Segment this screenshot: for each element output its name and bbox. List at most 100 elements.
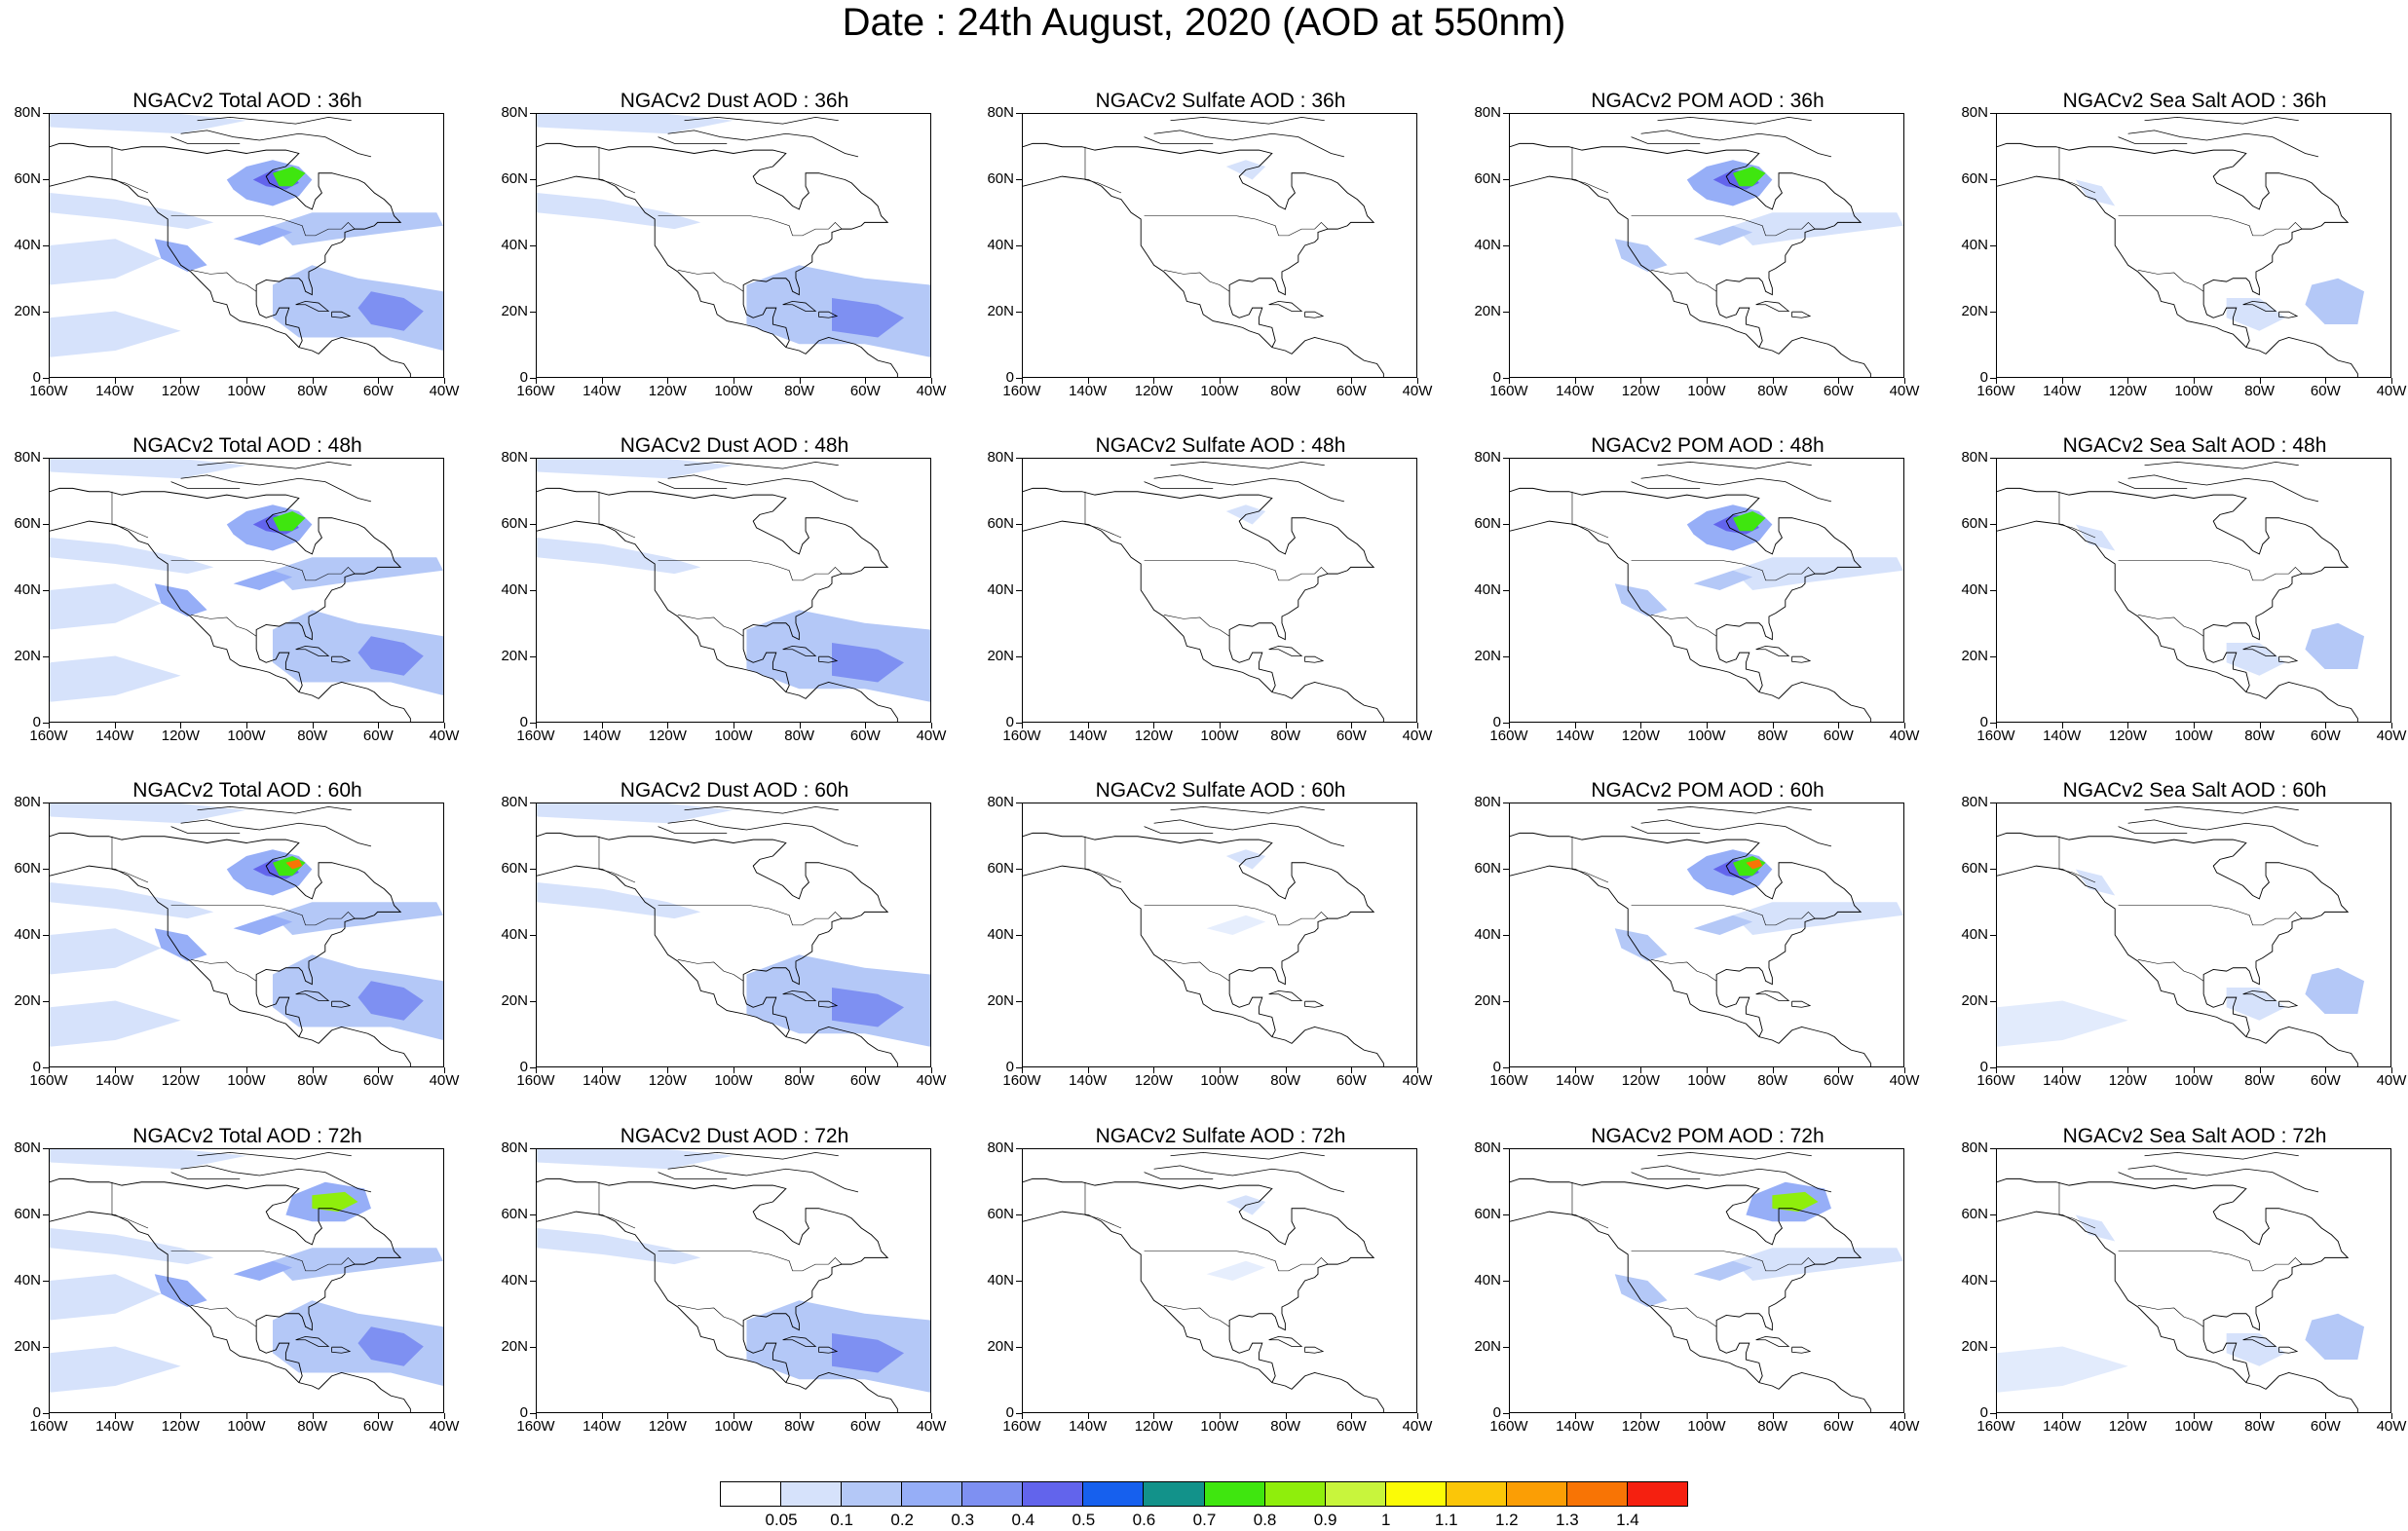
lon-tick-label: 80W	[1270, 1418, 1301, 1435]
lat-tick-label: 80N	[14, 104, 41, 121]
lon-tick-mark	[1351, 1413, 1353, 1419]
map-frame	[1509, 803, 1904, 1067]
lon-tick-label: 80W	[2244, 1072, 2276, 1089]
lat-tick-label: 20N	[501, 1338, 528, 1355]
lon-tick-label: 120W	[2108, 383, 2147, 399]
island-cuba	[782, 300, 817, 312]
border-us-canada	[1631, 905, 1816, 926]
lon-tick-label: 120W	[161, 728, 200, 744]
arctic-coast	[1640, 819, 1832, 847]
coastline	[1997, 175, 2358, 377]
arctic-coast	[658, 481, 728, 489]
lon-tick-mark	[1707, 1067, 1708, 1073]
aod-plume-westCoast	[154, 928, 207, 961]
island-hispaniola	[818, 1000, 839, 1008]
lat-tick-label: 0	[32, 369, 41, 386]
map-frame	[1022, 803, 1417, 1067]
lat-tick-mark	[1503, 1067, 1509, 1068]
lon-tick-label: 80W	[1757, 1418, 1788, 1435]
panel-title: NGACv2 Dust AOD : 60h	[620, 779, 849, 802]
border-us-mexico	[1650, 959, 1717, 982]
coastline-east	[1997, 142, 2350, 348]
lat-tick-mark	[1016, 1347, 1022, 1348]
lon-tick-label: 40W	[1402, 383, 1433, 399]
lat-tick-mark	[1990, 312, 1996, 313]
lon-tick-label: 60W	[849, 1072, 881, 1089]
lon-tick-label: 60W	[362, 383, 394, 399]
lon-tick-mark	[1772, 1413, 1774, 1419]
lon-tick-label: 100W	[2174, 1418, 2213, 1435]
coastline	[1997, 520, 2358, 722]
lon-tick-mark	[114, 723, 116, 728]
lat-tick-mark	[530, 458, 536, 459]
lon-tick-label: 140W	[95, 1418, 134, 1435]
colorbar-label: 0.2	[890, 1511, 914, 1529]
map-panel-dust-72h: NGACv2 Dust AOD : 72h 80N 60N 40N 20N 0 160W 14…	[489, 1125, 976, 1469]
lat-tick-mark	[43, 1148, 49, 1149]
lat-tick-label: 40N	[1961, 581, 1988, 598]
lat-tick-label: 20N	[14, 992, 41, 1009]
colorbar-label: 0.9	[1313, 1511, 1337, 1529]
arctic-coast	[180, 819, 372, 847]
lat-tick-mark	[43, 312, 49, 313]
lon-tick-mark	[1220, 1413, 1221, 1419]
lat-tick-label: 40N	[1474, 926, 1501, 943]
lat-tick-label: 0	[519, 714, 528, 730]
lat-tick-label: 0	[1005, 714, 1014, 730]
island-hispaniola	[1304, 311, 1325, 318]
lon-tick-mark	[1417, 1067, 1418, 1073]
aod-plume-pacScatter	[50, 239, 162, 285]
lon-tick-label: 60W	[849, 383, 881, 399]
lon-tick-mark	[1509, 1067, 1510, 1073]
island-hispaniola	[2278, 655, 2299, 663]
map-canvas	[537, 459, 930, 722]
map-panel-sulfate-60h: NGACv2 Sulfate AOD : 60h 80N 60N 40N 20N 0 160…	[975, 779, 1462, 1123]
lon-tick-mark	[312, 378, 314, 384]
colorbar-swatch	[961, 1481, 1024, 1507]
lat-tick-mark	[1503, 590, 1509, 591]
lon-tick-label: 140W	[583, 1072, 621, 1089]
border-us-canada	[658, 560, 843, 581]
border-alaska	[111, 491, 149, 539]
lat-tick-mark	[1016, 1281, 1022, 1282]
arctic-coast	[2118, 136, 2188, 144]
lon-tick-label: 140W	[583, 383, 621, 399]
arctic-coast	[684, 1151, 839, 1160]
lat-tick-label: 80N	[1961, 449, 1988, 466]
lon-tick-mark	[2391, 378, 2392, 384]
lat-tick-mark	[1016, 1001, 1022, 1002]
island-hispaniola	[818, 311, 839, 318]
lon-tick-mark	[1574, 378, 1576, 384]
map-panel-sulfate-72h: NGACv2 Sulfate AOD : 72h 80N 60N 40N 20N 0 160…	[975, 1125, 1462, 1469]
colorbar	[720, 1481, 1688, 1507]
lat-tick-label: 80N	[1961, 1139, 1988, 1156]
coastline-east	[50, 487, 402, 692]
arctic-coast	[684, 116, 839, 125]
lon-tick-mark	[601, 1413, 603, 1419]
border-us-mexico	[1163, 615, 1230, 637]
lat-tick-mark	[530, 656, 536, 657]
arctic-coast	[1144, 826, 1214, 834]
panel-title: NGACv2 Sulfate AOD : 36h	[1095, 90, 1346, 112]
arctic-coast	[2144, 116, 2299, 125]
lon-tick-mark	[114, 378, 116, 384]
lon-tick-label: 160W	[1002, 1418, 1041, 1435]
lon-tick-mark	[799, 723, 801, 728]
lon-tick-mark	[1351, 378, 1353, 384]
coastline	[1510, 1211, 1871, 1412]
lat-tick-mark	[1016, 1067, 1022, 1068]
lon-tick-mark	[1640, 378, 1642, 384]
lon-tick-label: 60W	[2310, 383, 2341, 399]
lon-tick-label: 100W	[2174, 728, 2213, 744]
island-cuba	[295, 645, 330, 656]
lat-tick-label: 60N	[987, 515, 1014, 532]
lon-tick-mark	[378, 723, 380, 728]
lat-tick-mark	[1016, 378, 1022, 379]
aod-plume-dustCore	[832, 1333, 905, 1373]
lon-tick-mark	[312, 723, 314, 728]
arctic-coast	[1640, 130, 1832, 158]
coastline	[537, 520, 898, 722]
coastline	[1510, 175, 1871, 377]
lon-tick-mark	[1904, 723, 1905, 728]
colorbar-swatch	[1565, 1481, 1628, 1507]
